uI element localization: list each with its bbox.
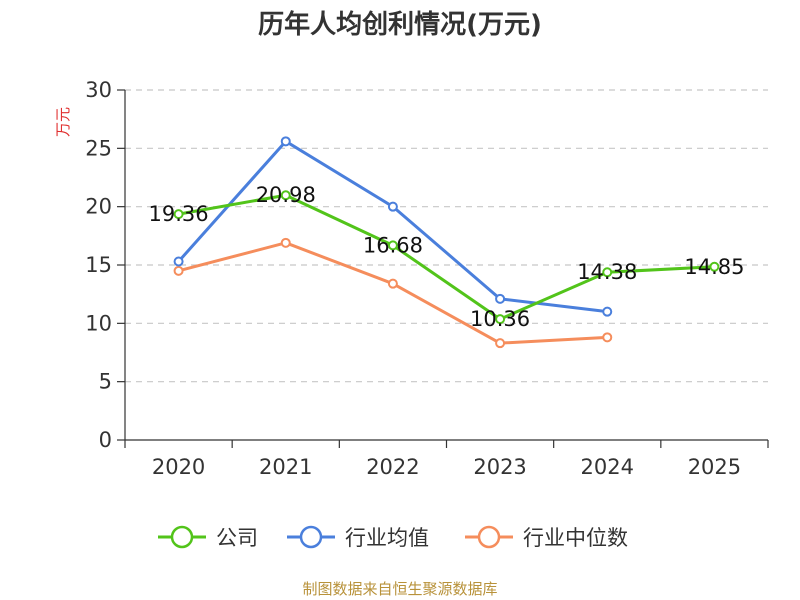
legend-item-1: 行业均值 — [287, 525, 429, 550]
chart-title: 历年人均创利情况(万元) — [258, 9, 542, 40]
legend: 公司 行业均值 行业中位数 — [158, 525, 628, 550]
data-point-0-2020 — [173, 209, 184, 220]
y-axis-label: 万元 — [54, 107, 72, 137]
data-point-1-2021 — [280, 136, 291, 147]
data-label-2021: 20.98 — [256, 183, 316, 207]
series-line-2 — [177, 241, 609, 345]
legend-swatch-marker-1 — [299, 525, 323, 549]
data-label-layer: 19.36 20.98 16.68 10.36 14.38 14.85 — [149, 183, 745, 331]
data-label-2022: 16.68 — [363, 233, 423, 257]
data-point-2-2021 — [280, 237, 291, 248]
data-point-0-2024 — [602, 267, 613, 278]
data-point-1-2022 — [387, 201, 398, 212]
data-point-2-2022 — [387, 278, 398, 289]
y-tick-label-30: 30 — [85, 78, 112, 102]
data-point-1-2024 — [602, 306, 613, 317]
legend-swatch-marker-2 — [477, 525, 501, 549]
data-point-0-2022 — [387, 240, 398, 251]
data-point-0-2023 — [495, 314, 506, 325]
source-note: 制图数据来自恒生聚源数据库 — [302, 580, 497, 598]
legend-item-0: 公司 — [158, 525, 258, 550]
x-tick-label-2022: 2022 — [366, 455, 419, 479]
x-tick-label-2024: 2024 — [581, 455, 634, 479]
legend-item-2: 行业中位数 — [465, 525, 628, 550]
y-tick-label-5: 5 — [99, 370, 112, 394]
data-point-1-2020 — [173, 256, 184, 267]
data-point-2-2024 — [602, 332, 613, 343]
data-point-2-2020 — [173, 265, 184, 276]
legend-label-0: 公司 — [216, 526, 258, 550]
data-point-1-2023 — [495, 293, 506, 304]
y-tick-label-10: 10 — [85, 311, 112, 335]
data-point-2-2023 — [495, 338, 506, 349]
x-tick-label-2020: 2020 — [152, 455, 205, 479]
series-line-0 — [177, 193, 716, 321]
data-label-2024: 14.38 — [577, 260, 637, 284]
y-tick-label-15: 15 — [85, 253, 112, 277]
data-label-2020: 19.36 — [149, 202, 209, 226]
x-tick-label-2021: 2021 — [259, 455, 312, 479]
legend-label-1: 行业均值 — [345, 526, 429, 550]
series-2 — [173, 237, 613, 349]
y-tick-label-0: 0 — [99, 428, 112, 452]
x-tick-label-2023: 2023 — [473, 455, 526, 479]
series-1 — [173, 136, 613, 317]
y-tick-label-20: 20 — [85, 195, 112, 219]
data-label-2023: 10.36 — [470, 307, 530, 331]
legend-swatch-marker-0 — [170, 525, 194, 549]
series-layer — [173, 136, 720, 349]
y-tick-label-25: 25 — [85, 136, 112, 160]
data-point-0-2021 — [280, 190, 291, 201]
data-point-0-2025 — [709, 261, 720, 272]
data-label-2025: 14.85 — [684, 255, 744, 279]
series-0 — [173, 190, 720, 325]
grid-layer — [125, 89, 768, 383]
x-tick-label-2025: 2025 — [688, 455, 741, 479]
legend-label-2: 行业中位数 — [523, 526, 628, 550]
